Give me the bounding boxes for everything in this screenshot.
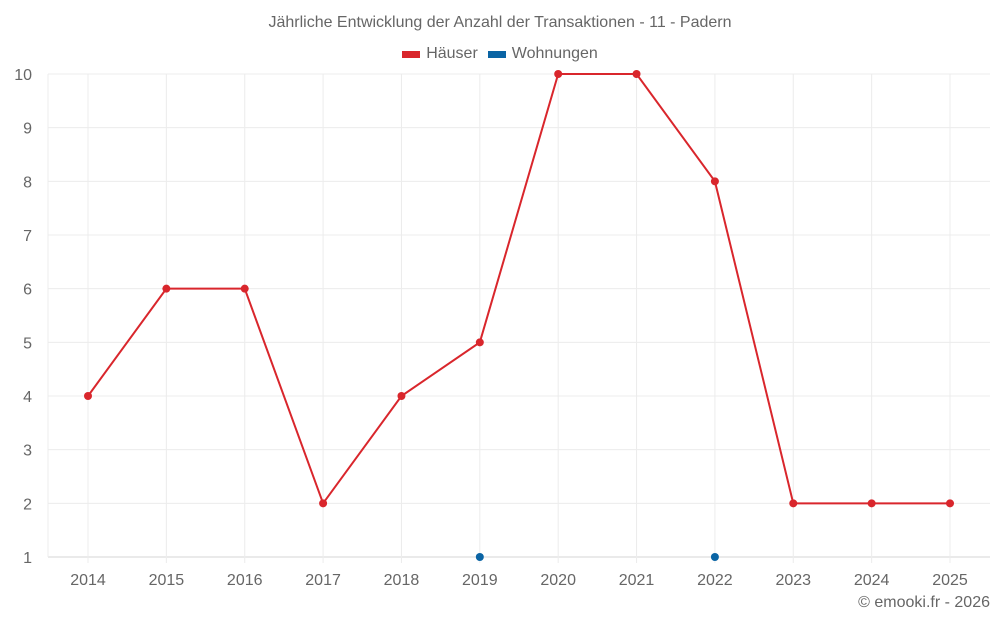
data-point-haeuser[interactable] xyxy=(319,499,328,508)
legend-swatch-icon xyxy=(487,50,506,58)
data-point-haeuser[interactable] xyxy=(867,499,876,508)
x-tick-label: 2023 xyxy=(775,572,811,589)
x-tick-label: 2021 xyxy=(619,572,655,589)
x-tick-label: 2025 xyxy=(932,572,968,589)
x-tick-label: 2016 xyxy=(227,572,263,589)
y-tick-label: 4 xyxy=(23,389,32,406)
x-tick-label: 2024 xyxy=(854,572,890,589)
chart-title: Jährliche Entwicklung der Anzahl der Tra… xyxy=(268,14,732,31)
legend-item-haeuser[interactable]: Häuser xyxy=(402,45,478,63)
series-line-haeuser xyxy=(87,73,950,506)
data-point-haeuser[interactable] xyxy=(946,499,954,508)
y-tick-label: 10 xyxy=(14,67,32,84)
data-point-haeuser[interactable] xyxy=(789,499,798,508)
data-point-haeuser[interactable] xyxy=(475,338,484,347)
data-point-haeuser[interactable] xyxy=(710,177,719,186)
x-tick-label: 2019 xyxy=(462,572,498,589)
x-tick-label: 2015 xyxy=(149,572,185,589)
data-point-wohnungen[interactable] xyxy=(710,553,719,561)
y-tick-label: 1 xyxy=(23,550,32,567)
y-tick-label: 8 xyxy=(23,174,32,191)
data-point-haeuser[interactable] xyxy=(84,392,92,400)
data-point-haeuser[interactable] xyxy=(162,284,171,293)
legend-label: Wohnungen xyxy=(511,45,598,62)
data-point-haeuser[interactable] xyxy=(632,70,641,78)
y-tick-label: 2 xyxy=(23,496,32,513)
x-tick-label: 2020 xyxy=(540,572,576,589)
x-tick-label: 2017 xyxy=(305,572,341,589)
legend-item-wohnungen[interactable]: Wohnungen xyxy=(487,45,598,63)
data-point-haeuser[interactable] xyxy=(554,70,563,78)
x-tick-label: 2022 xyxy=(697,572,733,589)
x-tick-label: 2014 xyxy=(70,572,106,589)
legend: Häuser Wohnungen xyxy=(0,45,1000,63)
data-point-haeuser[interactable] xyxy=(240,284,249,293)
data-point-haeuser[interactable] xyxy=(397,392,406,400)
legend-swatch-icon xyxy=(402,50,421,58)
y-tick-label: 9 xyxy=(23,121,32,138)
legend-label: Häuser xyxy=(426,45,478,62)
y-tick-label: 7 xyxy=(23,228,32,245)
y-tick-label: 5 xyxy=(23,335,32,352)
y-tick-label: 6 xyxy=(23,282,32,299)
data-point-wohnungen[interactable] xyxy=(475,553,484,561)
credit-text: © emooki.fr - 2026 xyxy=(858,594,990,611)
x-tick-label: 2018 xyxy=(384,572,420,589)
y-tick-label: 3 xyxy=(23,443,32,460)
